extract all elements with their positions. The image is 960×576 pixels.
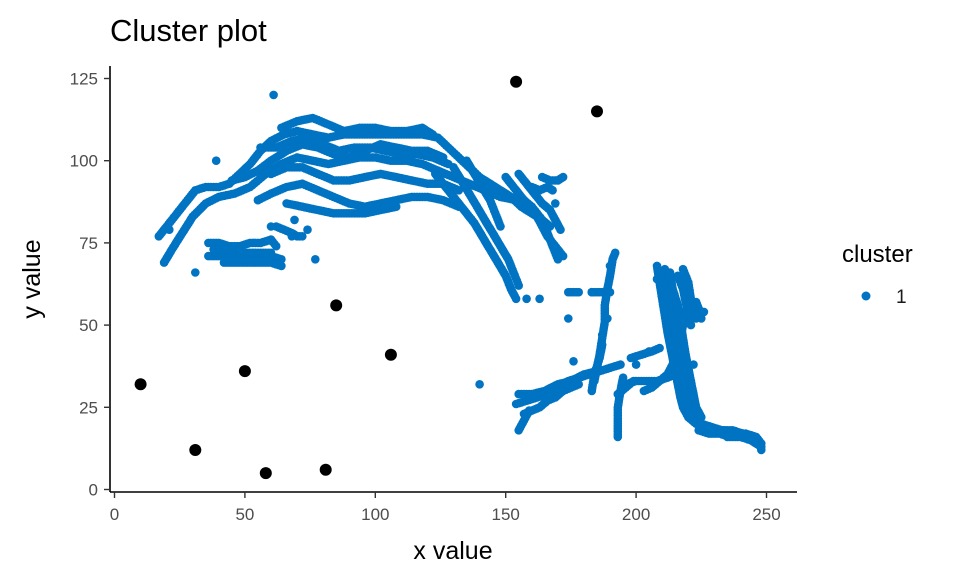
data-point-cluster-1: [686, 320, 696, 330]
data-point-cluster-1: [524, 406, 534, 415]
data-point-cluster-1: [597, 330, 607, 340]
data-point-cluster-1: [618, 373, 628, 383]
data-point-cluster-1: [644, 347, 654, 356]
data-point-cluster-1: [191, 268, 200, 277]
data-point-cluster-1: [556, 225, 565, 234]
x-tick-label: 250: [752, 505, 780, 524]
y-tick-label: 50: [79, 316, 98, 335]
data-point-noise: [189, 444, 202, 456]
data-point-cluster-1: [548, 186, 557, 195]
axis-ticks: 0 50 100 150 200 250 0 25 50 75 100 125: [70, 70, 781, 525]
data-point-cluster-1: [697, 412, 706, 422]
data-point-cluster-1: [211, 156, 221, 165]
x-tick-label: 0: [110, 505, 119, 524]
data-point-cluster-1: [757, 445, 766, 455]
data-point-cluster-1: [514, 281, 523, 290]
data-point-noise: [330, 299, 343, 312]
data-point-cluster-1: [655, 343, 664, 353]
data-point-cluster-1: [574, 287, 583, 297]
data-point-cluster-1: [428, 130, 438, 139]
data-point-cluster-1: [610, 248, 620, 258]
data-point-cluster-1: [689, 360, 698, 369]
data-point-cluster-1: [629, 376, 638, 386]
data-point-noise: [319, 463, 332, 476]
legend-title: cluster: [842, 241, 913, 268]
data-point-cluster-1: [652, 274, 662, 284]
x-tick-label: 100: [361, 505, 389, 524]
data-point-noise: [384, 348, 397, 361]
data-point-cluster-1: [597, 340, 607, 350]
series-noise: [134, 75, 603, 480]
data-point-cluster-1: [287, 232, 297, 241]
x-axis-title: x value: [413, 537, 492, 565]
data-point-cluster-1: [266, 248, 276, 258]
data-point-noise: [591, 105, 603, 118]
y-axis-title: y value: [18, 239, 46, 318]
legend-key-cluster-1: [861, 291, 871, 301]
data-point-cluster-1: [303, 225, 312, 234]
data-point-cluster-1: [290, 215, 299, 225]
data-point-cluster-1: [603, 314, 612, 323]
data-point-noise: [134, 378, 147, 391]
data-point-cluster-1: [631, 360, 641, 369]
data-point-cluster-1: [277, 261, 286, 271]
data-point-cluster-1: [298, 232, 307, 241]
data-point-cluster-1: [558, 172, 568, 182]
data-point-cluster-1: [454, 186, 464, 195]
data-point-noise: [259, 467, 272, 480]
data-point-cluster-1: [616, 360, 625, 369]
chart-title: Cluster plot: [110, 13, 267, 48]
y-tick-label: 25: [79, 398, 98, 417]
data-point-cluster-1: [605, 261, 615, 271]
data-point-cluster-1: [564, 314, 573, 323]
legend: cluster 1: [842, 241, 913, 308]
data-point-cluster-1: [699, 307, 709, 317]
x-tick-label: 200: [622, 505, 650, 524]
data-point-cluster-1: [553, 254, 563, 264]
data-point-cluster-1: [522, 294, 531, 304]
data-point-cluster-1: [697, 314, 706, 323]
data-point-cluster-1: [663, 287, 672, 297]
data-point-cluster-1: [269, 90, 278, 100]
x-tick-label: 50: [235, 505, 254, 524]
data-point-cluster-1: [587, 287, 597, 297]
data-point-cluster-1: [569, 357, 578, 366]
y-tick-label: 75: [79, 234, 98, 253]
data-point-cluster-1: [551, 199, 560, 208]
data-point-noise: [510, 75, 523, 88]
data-point-cluster-1: [496, 222, 505, 231]
data-point-cluster-1: [511, 294, 521, 304]
data-point-cluster-1: [266, 222, 276, 231]
y-tick-label: 100: [70, 152, 98, 171]
data-point-cluster-1: [535, 294, 544, 304]
data-point-cluster-1: [391, 202, 401, 211]
data-point-cluster-1: [311, 254, 320, 264]
y-tick-label: 125: [70, 70, 98, 89]
y-tick-label: 0: [89, 481, 98, 500]
data-point-cluster-1: [271, 241, 281, 251]
data-point-cluster-1: [165, 225, 174, 234]
data-point-cluster-1: [475, 380, 484, 389]
legend-label-cluster-1: 1: [896, 287, 907, 308]
series-cluster-1: [154, 90, 766, 455]
x-tick-label: 150: [492, 505, 520, 524]
plot-area: [134, 75, 766, 480]
data-point-noise: [238, 365, 251, 378]
data-point-cluster-1: [723, 432, 732, 442]
